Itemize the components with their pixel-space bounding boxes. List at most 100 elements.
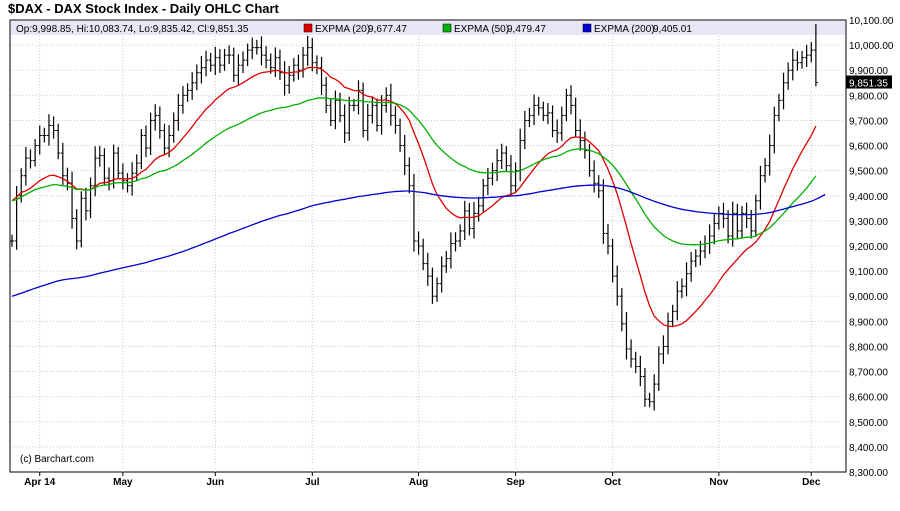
ohlc-bar bbox=[776, 93, 781, 122]
ohlc-bar bbox=[559, 106, 564, 141]
ohlc-bar bbox=[504, 146, 509, 172]
ohlc-bar bbox=[490, 162, 495, 186]
ohlc-bar bbox=[652, 374, 657, 411]
ohlc-bar bbox=[633, 351, 638, 374]
ohlc-bar bbox=[365, 104, 370, 141]
ohlc-bar bbox=[379, 95, 384, 135]
y-tick-label: 9,500.00 bbox=[849, 167, 888, 178]
ohlc-bar bbox=[23, 147, 28, 186]
ohlc-bar bbox=[374, 98, 379, 132]
y-tick-label: 9,800.00 bbox=[849, 91, 888, 102]
ohlc-bars bbox=[10, 24, 818, 411]
last-price-marker: 9,851.35 bbox=[846, 75, 892, 90]
y-tick-label: 8,600.00 bbox=[849, 393, 888, 404]
ohlc-bar bbox=[458, 224, 463, 247]
ohlc-bar bbox=[795, 51, 800, 71]
ohlc-bar bbox=[763, 158, 768, 183]
ohlc-bar bbox=[735, 203, 740, 240]
ohlc-bar bbox=[522, 110, 527, 150]
ohlc-bar bbox=[398, 118, 403, 152]
ohlc-bar bbox=[51, 116, 56, 139]
ohlc-bar bbox=[393, 106, 398, 134]
ohlc-bar bbox=[250, 37, 255, 60]
ohlc-bar bbox=[42, 127, 47, 143]
ohlc-bar bbox=[550, 105, 555, 138]
ohlc-bar bbox=[139, 128, 144, 170]
ohlc-bar bbox=[809, 42, 814, 63]
ohlc-bar bbox=[102, 148, 107, 185]
ohlc-bar bbox=[148, 112, 153, 156]
ohlc-bar bbox=[578, 119, 583, 151]
ohlc-bar bbox=[467, 203, 472, 236]
ohlc-bar bbox=[241, 51, 245, 74]
ohlc-bar bbox=[513, 162, 518, 194]
x-tick-label: Jul bbox=[305, 477, 320, 488]
ohlc-bar bbox=[361, 82, 366, 138]
ohlc-bar bbox=[532, 94, 537, 126]
ohlc-bar bbox=[402, 135, 407, 176]
ohlc-bar bbox=[88, 177, 93, 219]
ohlc-bar bbox=[190, 72, 195, 100]
ohlc-bar bbox=[804, 44, 809, 67]
ohlc-bar bbox=[143, 125, 148, 158]
ohlc-bar bbox=[227, 45, 232, 64]
ohlc-bar bbox=[661, 335, 666, 364]
legend-label-ema200: EXPMA (200) bbox=[594, 24, 655, 35]
legend-swatch-ema200 bbox=[582, 23, 592, 33]
ohlc-bar bbox=[37, 125, 42, 155]
x-tick-label: Nov bbox=[709, 477, 728, 488]
ohlc-bar bbox=[319, 56, 324, 96]
chart-title: $DAX - DAX Stock Index - Daily OHLC Char… bbox=[8, 1, 279, 16]
y-tick-label: 9,000.00 bbox=[849, 292, 888, 303]
ohlc-bar bbox=[693, 249, 698, 268]
ohlc-bar bbox=[753, 194, 758, 237]
ohlc-bar bbox=[739, 206, 744, 238]
ohlc-bar bbox=[670, 304, 675, 328]
legend-value-ema20: 9,677.47 bbox=[368, 24, 407, 35]
ohlc-bar bbox=[310, 38, 315, 72]
ohlc-bar bbox=[476, 196, 481, 222]
ohlc-bar bbox=[555, 119, 560, 143]
ohlc-bar bbox=[338, 92, 343, 123]
legend-label-ema20: EXPMA (20) bbox=[315, 24, 370, 35]
ohlc-bar bbox=[444, 251, 449, 273]
ohlc-bar bbox=[185, 83, 190, 102]
ohlc-bar bbox=[180, 86, 185, 114]
ohlc-bar bbox=[28, 149, 33, 169]
ohlc-bar bbox=[569, 85, 574, 115]
ohlc-bar bbox=[33, 139, 38, 167]
y-tick-label: 8,900.00 bbox=[849, 317, 888, 328]
ohlc-bar bbox=[217, 49, 222, 73]
ohlc-bar bbox=[79, 191, 84, 248]
legend-swatch-ema50 bbox=[442, 23, 452, 33]
ohlc-bar bbox=[767, 134, 772, 176]
ohlc-readout: Op:9,998.85, Hi:10,083.74, Lo:9,835.42, … bbox=[16, 24, 249, 35]
ohlc-bar bbox=[277, 49, 282, 80]
ohlc-bar bbox=[790, 48, 795, 81]
ohlc-bar bbox=[624, 312, 629, 360]
ohlc-bar bbox=[259, 36, 264, 66]
ohlc-bar bbox=[481, 178, 486, 212]
ohlc-bar bbox=[638, 355, 643, 387]
ohlc-bar bbox=[231, 47, 236, 83]
ohlc-bar bbox=[407, 157, 412, 194]
y-tick-label: 9,600.00 bbox=[849, 142, 888, 153]
ohlc-bar bbox=[605, 224, 610, 255]
ohlc-bar bbox=[83, 187, 88, 221]
ohlc-bar bbox=[176, 93, 181, 131]
x-tick-label: Aug bbox=[409, 477, 428, 488]
ohlc-bar bbox=[342, 104, 347, 143]
ohlc-bar bbox=[74, 209, 79, 250]
ohlc-bar bbox=[204, 50, 209, 77]
ohlc-bar bbox=[287, 65, 292, 94]
ohlc-bar bbox=[273, 47, 278, 77]
y-tick-label: 9,300.00 bbox=[849, 217, 888, 228]
ohlc-bar bbox=[689, 252, 694, 282]
ohlc-bar bbox=[296, 54, 301, 80]
ohlc-bar bbox=[439, 256, 444, 293]
x-tick-label: Apr 14 bbox=[24, 477, 56, 488]
ohlc-bar bbox=[333, 90, 338, 130]
ohlc-bar bbox=[388, 83, 393, 126]
y-axis-tick-labels: 8,300.00 8,400.00 8,500.00 8,600.00 8,700.00… bbox=[849, 16, 894, 479]
y-tick-label: 10,100.00 bbox=[849, 16, 894, 27]
